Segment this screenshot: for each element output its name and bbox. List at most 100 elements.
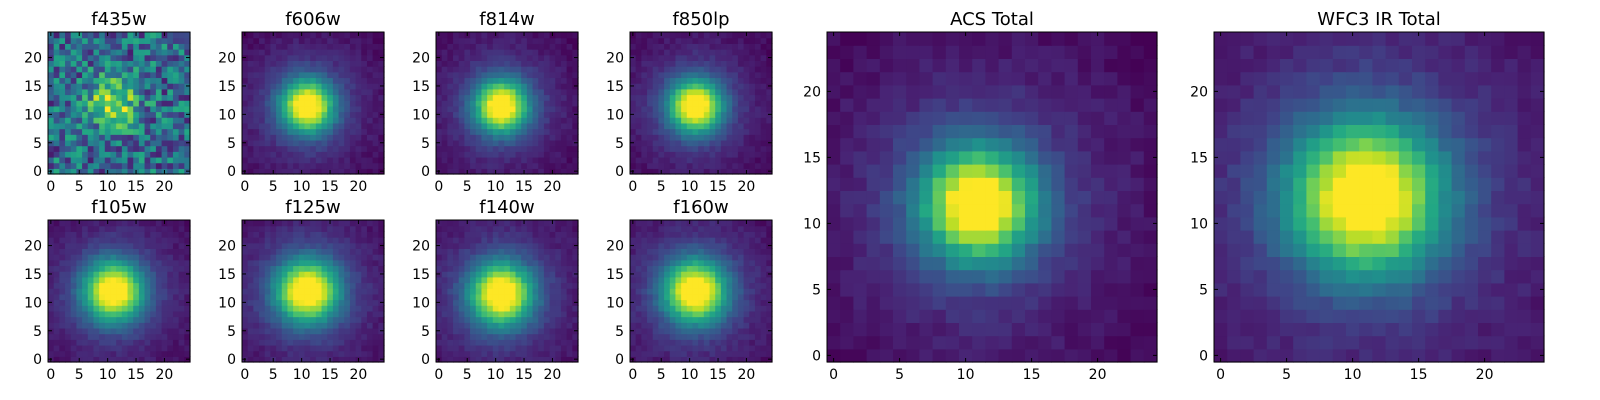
heatmap-cell — [453, 100, 460, 107]
heatmap-cell — [760, 94, 767, 101]
heatmap-cell — [526, 43, 534, 50]
heatmap-cell — [82, 265, 89, 272]
heatmap-cell — [692, 356, 699, 363]
heatmap-cell — [754, 122, 762, 130]
heatmap-cell — [458, 122, 465, 130]
heatmap-cell — [372, 350, 379, 357]
heatmap-cell — [555, 122, 562, 130]
heatmap-cell — [658, 327, 665, 335]
heatmap-cell — [566, 111, 573, 118]
heatmap-cell — [53, 293, 60, 301]
heatmap-cell — [549, 151, 556, 158]
heatmap-cell — [754, 288, 762, 295]
heatmap-cell — [276, 265, 283, 272]
heatmap-cell — [349, 139, 357, 147]
heatmap-cell — [447, 242, 454, 249]
heatmap-cell — [766, 350, 773, 357]
heatmap-cell — [441, 134, 448, 141]
heatmap-cell — [99, 288, 106, 295]
heatmap-cell — [293, 117, 300, 124]
heatmap-cell — [749, 94, 756, 101]
heatmap-cell — [635, 339, 642, 346]
heatmap-cell — [133, 145, 140, 152]
heatmap-cell — [167, 66, 174, 73]
heatmap-cell — [509, 145, 517, 152]
heatmap-cell — [93, 88, 100, 96]
heatmap-cell — [144, 293, 151, 301]
heatmap-cell — [276, 271, 283, 278]
heatmap-cell — [247, 168, 254, 175]
heatmap-cell — [259, 316, 266, 323]
heatmap-cell — [53, 122, 60, 130]
heatmap-cell — [332, 32, 340, 39]
heatmap-cell — [378, 134, 385, 141]
heatmap-cell — [172, 66, 180, 73]
heatmap-cell — [538, 37, 545, 44]
heatmap-cell — [743, 105, 750, 113]
heatmap-cell — [675, 43, 682, 50]
heatmap-cell — [720, 333, 728, 340]
heatmap-cell — [242, 134, 249, 141]
heatmap-cell — [515, 339, 522, 346]
heatmap-cell — [59, 88, 66, 96]
heatmap-cell — [276, 88, 283, 96]
heatmap-cell — [481, 77, 488, 84]
heatmap-cell — [93, 105, 100, 113]
heatmap-cell — [532, 333, 539, 340]
heatmap-cell — [566, 71, 573, 79]
heatmap-cell — [641, 43, 648, 50]
heatmap-cell — [184, 94, 191, 101]
heatmap-cell — [743, 310, 750, 318]
heatmap-cell — [475, 316, 483, 323]
heatmap-cell — [121, 83, 129, 90]
heatmap-cell — [760, 151, 767, 158]
heatmap-cell — [264, 100, 271, 107]
heatmap-cell — [366, 128, 374, 135]
heatmap-cell — [487, 151, 494, 158]
heatmap-cell — [155, 37, 163, 44]
heatmap-cell — [99, 122, 106, 130]
heatmap-cell — [116, 299, 123, 306]
heatmap-cell — [720, 339, 728, 346]
heatmap-cell — [458, 145, 465, 152]
heatmap-cell — [686, 54, 694, 61]
heatmap-cell — [630, 162, 637, 169]
heatmap-cell — [555, 242, 562, 249]
heatmap-cell — [253, 310, 260, 318]
heatmap-cell — [144, 139, 151, 147]
heatmap-cell — [664, 111, 671, 118]
heatmap-cell — [281, 225, 289, 232]
heatmap-cell — [366, 282, 374, 289]
heatmap-cell — [572, 265, 579, 272]
heatmap-cell — [93, 259, 100, 267]
heatmap-cell — [315, 339, 323, 346]
heatmap-cell — [681, 60, 688, 67]
heatmap-cell — [447, 350, 454, 357]
heatmap-cell — [754, 327, 762, 335]
heatmap-cell — [259, 220, 266, 227]
heatmap-cell — [669, 139, 677, 147]
heatmap-cell — [48, 339, 55, 346]
heatmap-cell — [155, 322, 163, 329]
heatmap-cell — [321, 333, 328, 340]
heatmap-cell — [155, 231, 163, 238]
x-tick-label: 0 — [240, 179, 249, 195]
heatmap-cell — [726, 49, 733, 56]
heatmap-cell — [167, 145, 174, 152]
heatmap-cell — [538, 327, 545, 335]
heatmap-cell — [675, 71, 682, 79]
heatmap-cell — [65, 316, 72, 323]
heatmap-cell — [121, 310, 129, 318]
heatmap-cell — [298, 254, 306, 261]
heatmap-cell — [184, 282, 191, 289]
heatmap-cell — [116, 145, 123, 152]
heatmap-cell — [144, 231, 151, 238]
heatmap-cell — [332, 43, 340, 50]
heatmap-cell — [184, 310, 191, 318]
heatmap-cell — [110, 37, 117, 44]
heatmap-cell — [538, 242, 545, 249]
heatmap-cell — [321, 327, 328, 335]
heatmap-cell — [630, 339, 637, 346]
heatmap-cell — [447, 168, 454, 175]
heatmap-cell — [127, 265, 134, 272]
